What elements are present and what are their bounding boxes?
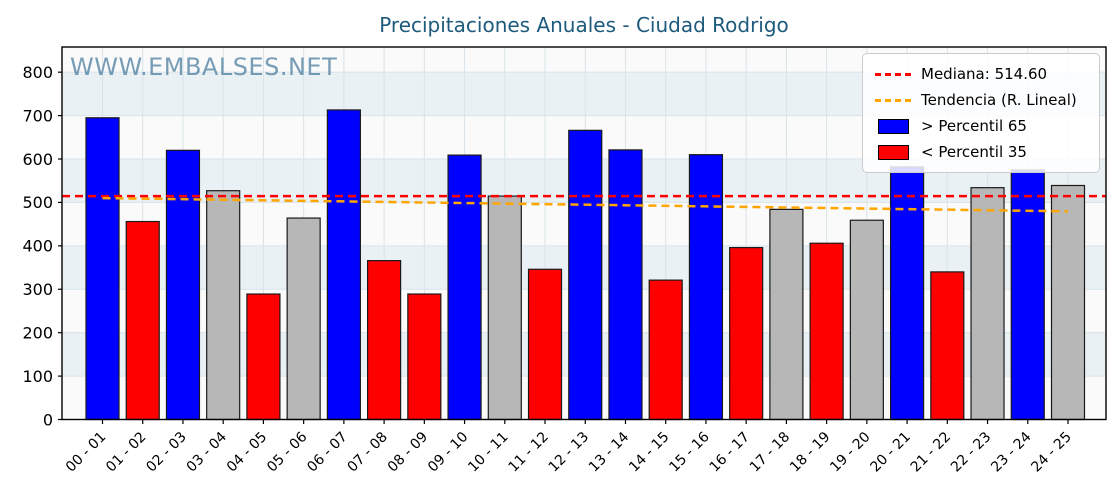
x-tick-label: 15 - 16	[666, 429, 712, 475]
y-tick-label: 200	[22, 323, 53, 342]
x-tick-label: 16 - 17	[707, 429, 753, 475]
bar-12-13[interactable]	[568, 129, 603, 421]
x-tick-label: 09 - 10	[425, 429, 471, 475]
bar-22-23[interactable]	[970, 187, 1005, 421]
bar-14-15[interactable]	[648, 279, 683, 421]
y-tick-label: 800	[22, 63, 53, 82]
x-tick-label: 21 - 22	[908, 429, 954, 475]
y-tick-label: 600	[22, 150, 53, 169]
legend-label: Mediana: 514.60	[921, 65, 1048, 83]
median-dashed-line-icon	[875, 72, 911, 76]
bar-06-07[interactable]	[326, 109, 361, 421]
trend-line	[102, 196, 1069, 213]
y-tick-label: 500	[22, 193, 53, 212]
x-tick-label: 07 - 08	[345, 429, 391, 475]
legend-label: > Percentil 65	[921, 117, 1027, 135]
watermark-text: WWW.EMBALSES.NET	[70, 53, 338, 81]
y-tick-label: 100	[22, 367, 53, 386]
x-tick-label: 08 - 09	[385, 429, 431, 475]
chart-title: Precipitaciones Anuales - Ciudad Rodrigo	[379, 13, 789, 37]
legend-item-below-p35: < Percentil 35	[873, 139, 1089, 165]
x-tick-label: 03 - 04	[184, 429, 230, 475]
bar-11-12[interactable]	[527, 268, 563, 421]
y-tick-label: 0	[43, 410, 53, 429]
bar-21-22[interactable]	[930, 271, 965, 421]
x-tick-label: 13 - 14	[586, 429, 632, 475]
legend-box: Mediana: 514.60 Tendencia (R. Lineal) > …	[862, 53, 1100, 173]
bar-01-02[interactable]	[125, 220, 160, 421]
x-tick-label: 20 - 21	[868, 429, 914, 475]
x-tick-label: 06 - 07	[304, 429, 350, 475]
y-tick-label: 700	[22, 106, 53, 125]
legend-label: < Percentil 35	[921, 143, 1027, 161]
bar-13-14[interactable]	[608, 149, 643, 421]
x-tick-label: 04 - 05	[224, 429, 270, 475]
bar-20-21[interactable]	[889, 166, 925, 421]
bar-02-03[interactable]	[165, 149, 201, 421]
trend-dashed-line-icon	[875, 98, 911, 102]
legend-item-trend: Tendencia (R. Lineal)	[873, 87, 1089, 113]
bar-19-20[interactable]	[849, 219, 884, 421]
x-tick-label: 11 - 12	[505, 429, 551, 475]
bar-08-09[interactable]	[407, 293, 442, 421]
x-tick-label: 23 - 24	[988, 429, 1034, 475]
legend-item-above-p65: > Percentil 65	[873, 113, 1089, 139]
plot-frame	[61, 46, 1107, 421]
legend-item-median: Mediana: 514.60	[873, 61, 1089, 87]
x-tick-label: 10 - 11	[465, 429, 511, 475]
red-bar-swatch-icon	[877, 144, 909, 160]
bar-10-11[interactable]	[487, 195, 522, 421]
x-tick-label: 01 - 02	[103, 429, 149, 475]
bar-03-04[interactable]	[206, 190, 241, 421]
bar-17-18[interactable]	[769, 208, 804, 421]
x-tick-label: 14 - 15	[626, 429, 672, 475]
bar-15-16[interactable]	[688, 154, 724, 421]
bar-00-01[interactable]	[85, 117, 120, 421]
x-tick-label: 18 - 19	[787, 429, 833, 475]
legend-label: Tendencia (R. Lineal)	[921, 91, 1077, 109]
x-tick-label: 22 - 23	[948, 429, 994, 475]
x-tick-label: 17 - 18	[747, 429, 793, 475]
x-tick-label: 00 - 01	[63, 429, 109, 475]
bar-16-17[interactable]	[729, 246, 764, 421]
bar-24-25[interactable]	[1050, 184, 1086, 421]
bar-07-08[interactable]	[367, 260, 402, 421]
bar-05-06[interactable]	[286, 217, 321, 421]
y-tick-label: 400	[22, 237, 53, 256]
x-tick-label: 24 - 25	[1028, 429, 1074, 475]
bar-18-19[interactable]	[809, 242, 844, 421]
bar-04-05[interactable]	[246, 293, 281, 421]
blue-bar-swatch-icon	[877, 118, 909, 134]
bar-09-10[interactable]	[447, 154, 482, 421]
y-tick-label: 300	[22, 280, 53, 299]
bar-23-24[interactable]	[1010, 169, 1045, 421]
x-tick-label: 19 - 20	[827, 429, 873, 475]
x-tick-label: 12 - 13	[546, 429, 592, 475]
x-tick-label: 02 - 03	[143, 429, 189, 475]
x-tick-label: 05 - 06	[264, 429, 310, 475]
